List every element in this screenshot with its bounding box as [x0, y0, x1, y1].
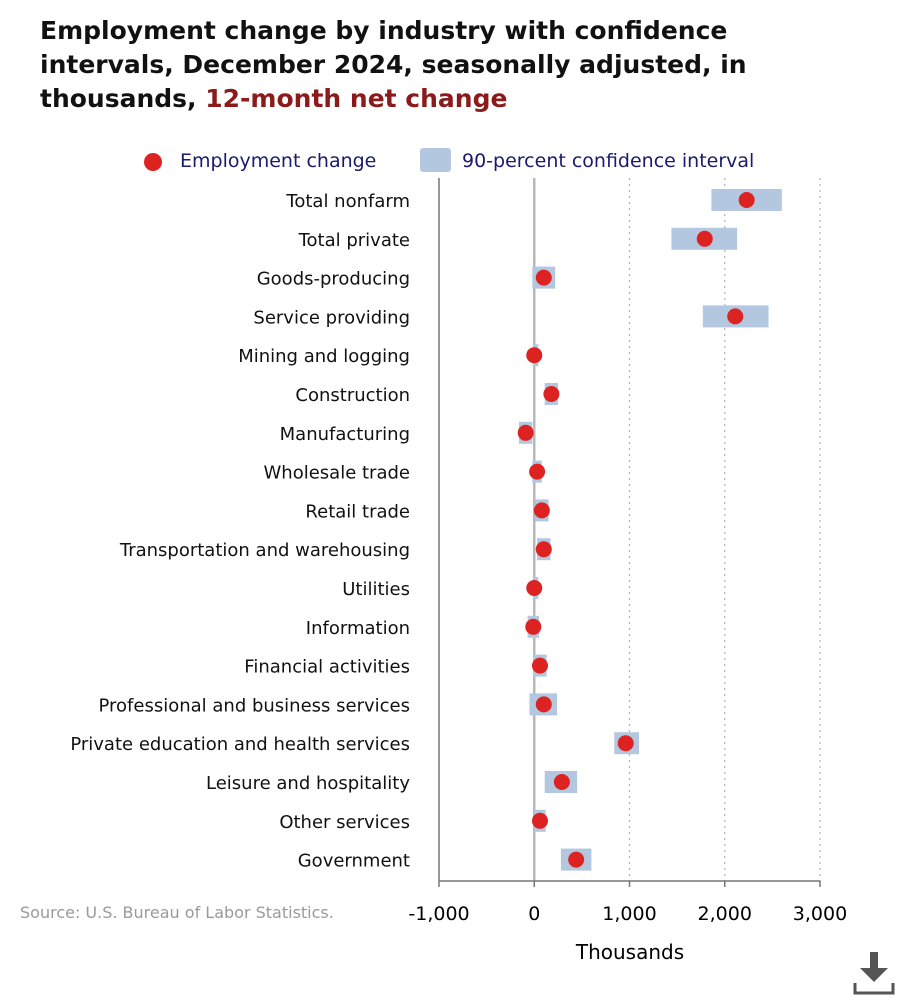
employment-change-point	[531, 812, 548, 829]
employment-change-point	[535, 541, 552, 558]
category-label: Utilities	[342, 579, 410, 600]
employment-change-point	[553, 774, 570, 790]
employment-change-point	[543, 386, 560, 402]
employment-change-point	[529, 463, 546, 480]
download-icon[interactable]	[852, 950, 896, 996]
category-label: Private education and health services	[70, 734, 410, 755]
employment-change-point	[617, 735, 634, 752]
x-tick-label: 1,000	[602, 903, 656, 925]
legend-marker-label: Employment change	[180, 150, 377, 172]
category-label: Total nonfarm	[285, 191, 410, 212]
legend-band-label: 90-percent confidence interval	[462, 150, 755, 172]
category-label: Government	[298, 851, 410, 872]
employment-change-point	[533, 502, 550, 519]
category-label: Transportation and warehousing	[119, 540, 410, 561]
employment-change-point	[535, 269, 552, 286]
chart-title-main: Employment change by industry with confi…	[40, 16, 747, 113]
category-label: Financial activities	[244, 657, 410, 678]
x-tick-label: -1,000	[408, 903, 469, 925]
employment-change-point	[517, 424, 534, 441]
category-label: Manufacturing	[280, 424, 410, 445]
category-label: Information	[306, 618, 410, 639]
employment-change-point	[535, 696, 552, 713]
category-label: Other services	[279, 812, 410, 833]
employment-change-point	[531, 657, 548, 674]
category-label: Retail trade	[305, 501, 410, 522]
employment-change-point	[696, 230, 713, 247]
category-label: Wholesale trade	[264, 463, 411, 484]
category-label: Mining and logging	[238, 346, 410, 367]
x-tick-label: 0	[528, 903, 540, 925]
category-label: Goods-producing	[257, 269, 410, 290]
employment-change-point	[727, 308, 744, 325]
category-label: Leisure and hospitality	[206, 773, 410, 794]
x-tick-label: 2,000	[698, 903, 752, 925]
x-axis-title: Thousands	[575, 940, 684, 964]
employment-change-point	[526, 580, 543, 596]
legend-band-swatch	[420, 148, 451, 172]
category-label: Professional and business services	[98, 695, 410, 716]
chart-title: Employment change by industry with confi…	[40, 14, 800, 116]
category-label: Construction	[295, 385, 410, 406]
employment-change-point	[738, 192, 755, 208]
chart-title-highlight: 12-month net change	[205, 84, 508, 113]
employment-change-point	[526, 347, 543, 364]
employment-change-point	[568, 851, 585, 868]
x-tick-label: 3,000	[793, 903, 847, 925]
category-label: Total private	[298, 230, 410, 251]
category-label: Service providing	[253, 307, 410, 328]
source-note: Source: U.S. Bureau of Labor Statistics.	[20, 903, 334, 922]
employment-change-point	[525, 618, 542, 635]
legend-marker-swatch	[144, 153, 162, 171]
